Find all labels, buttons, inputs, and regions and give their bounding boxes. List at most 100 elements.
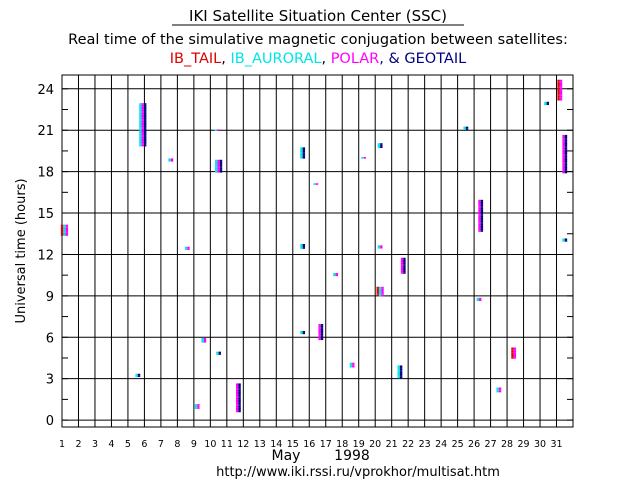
conjunction-dot-ib_auroral	[463, 126, 466, 129]
conjunction-dot-polar	[479, 297, 482, 300]
conjunction-dot-ib_tail	[557, 90, 560, 93]
event-27-ib_auroral	[496, 387, 499, 393]
event-17-ib_auroral	[349, 362, 353, 368]
conjunction-dot-polar	[141, 131, 144, 134]
conjunction-dot-ib_auroral	[139, 128, 142, 131]
conjunction-dot-geotail	[320, 327, 324, 329]
conjunction-dot-polar	[318, 333, 321, 336]
conjunction-dot-ib_auroral	[300, 156, 303, 159]
conjunction-dot-ib_auroral	[214, 129, 217, 132]
conjunction-dot-polar	[65, 227, 69, 230]
conjunction-dot-ib_auroral	[135, 375, 138, 377]
conjunction-dot-ib_auroral	[397, 367, 400, 369]
conjunction-dot-ib_tail	[511, 355, 514, 358]
conjunction-dot-polar	[562, 150, 565, 153]
conjunction-dot-geotail	[238, 407, 241, 410]
conjunction-dot-ib_auroral	[63, 224, 66, 227]
conjunction-dot-polar	[400, 270, 404, 273]
conjunction-dot-geotail	[238, 386, 241, 389]
event-28-polar	[513, 347, 517, 359]
conjunction-dot-polar	[141, 104, 144, 107]
event-30-polar	[559, 79, 563, 101]
event-8-ib_auroral	[215, 159, 218, 173]
conjunction-dot-ib_auroral	[139, 143, 142, 145]
conjunction-dot-geotail	[238, 405, 241, 408]
event-21-ib_auroral	[377, 143, 381, 149]
conjunction-dot-polar	[217, 166, 220, 168]
conjunction-dot-polar	[141, 141, 144, 144]
conjunction-dot-polar	[562, 152, 565, 155]
legend-part-2: IB_AURORAL	[230, 51, 321, 67]
conjunction-dot-geotail	[238, 410, 241, 413]
conjunction-dot-geotail	[219, 167, 223, 170]
x-tick-label: 7	[158, 439, 164, 450]
conjunction-dot-polar	[141, 127, 144, 129]
conjunction-dot-polar	[562, 168, 565, 171]
conjunction-dot-polar	[141, 120, 144, 123]
conjunction-dot-geotail	[143, 104, 147, 107]
conjunction-dot-ib_auroral	[562, 240, 565, 242]
conjunction-dot-polar	[141, 123, 144, 126]
conjunction-dot-polar	[335, 272, 339, 275]
conjunction-dot-geotail	[143, 139, 147, 142]
conjunction-dot-ib_auroral	[215, 167, 218, 170]
conjunction-dot-ib_tail	[376, 286, 379, 289]
conjunction-dot-ib_auroral	[63, 232, 66, 235]
conjunction-dot-polar	[562, 162, 565, 164]
conjunction-dot-ib_auroral	[139, 107, 142, 110]
conjunction-dot-geotail	[564, 152, 568, 155]
event-2-geotail	[143, 103, 147, 147]
conjunction-dot-geotail	[143, 103, 147, 105]
conjunction-dot-polar	[235, 405, 239, 408]
conjunction-dot-geotail	[302, 247, 306, 249]
conjunction-dot-polar	[235, 394, 239, 397]
conjunction-dot-geotail	[302, 147, 306, 149]
conjunction-dot-geotail	[238, 409, 241, 411]
conjunction-dot-geotail	[238, 399, 241, 402]
conjunction-dot-polar	[141, 109, 144, 112]
conjunction-dot-ib_auroral	[139, 117, 142, 120]
conjunction-dot-ib_auroral	[201, 341, 204, 343]
event-10-polar	[235, 383, 239, 413]
conjunction-dot-polar	[562, 163, 565, 166]
conjunction-dot-polar	[400, 265, 404, 268]
conjunction-dot-polar	[562, 155, 565, 158]
conjunction-dot-ib_auroral	[300, 150, 303, 153]
conjunction-dot-polar	[235, 402, 239, 405]
conjunction-dot-ib_auroral	[201, 337, 204, 340]
conjunction-dot-geotail	[238, 404, 241, 406]
conjunction-dot-ib_auroral	[194, 405, 198, 408]
conjunction-dot-polar	[217, 170, 220, 173]
conjunction-dot-geotail	[320, 333, 324, 336]
conjunction-dot-polar	[400, 272, 404, 274]
x-tick-label: 20	[369, 439, 381, 450]
conjunction-dot-geotail	[403, 262, 406, 265]
x-tick-label: 28	[501, 439, 513, 450]
conjunction-dot-polar	[478, 219, 481, 221]
conjunction-dot-ib_auroral	[139, 109, 142, 112]
conjunction-dot-polar	[141, 130, 144, 132]
conjunction-dot-geotail	[480, 230, 484, 232]
conjunction-dot-polar	[187, 246, 190, 249]
conjunction-dot-geotail	[238, 385, 241, 387]
conjunction-dot-geotail	[302, 156, 306, 159]
conjunction-dot-ib_auroral	[397, 373, 400, 376]
event-12-geotail	[302, 243, 306, 249]
x-tick-label: 24	[435, 439, 447, 450]
conjunction-dot-geotail	[302, 150, 306, 153]
conjunction-dot-polar	[141, 125, 144, 128]
conjunction-dot-geotail	[403, 272, 406, 274]
conjunction-dot-ib_auroral	[139, 112, 142, 115]
conjunction-dot-ib_tail	[511, 347, 514, 350]
conjunction-dot-geotail	[143, 143, 147, 145]
event-23-geotail	[403, 257, 406, 274]
conjunction-dot-polar	[318, 338, 321, 341]
conjunction-dot-ib_tail	[557, 95, 560, 98]
conjunction-dot-geotail	[238, 396, 241, 398]
conjunction-dot-ib_tail	[511, 349, 514, 351]
conjunction-dot-geotail	[480, 222, 484, 224]
conjunction-dot-geotail	[143, 109, 147, 112]
y-tick-label: 15	[37, 207, 54, 222]
conjunction-dot-polar	[381, 286, 384, 289]
conjunction-dot-polar	[381, 288, 384, 290]
